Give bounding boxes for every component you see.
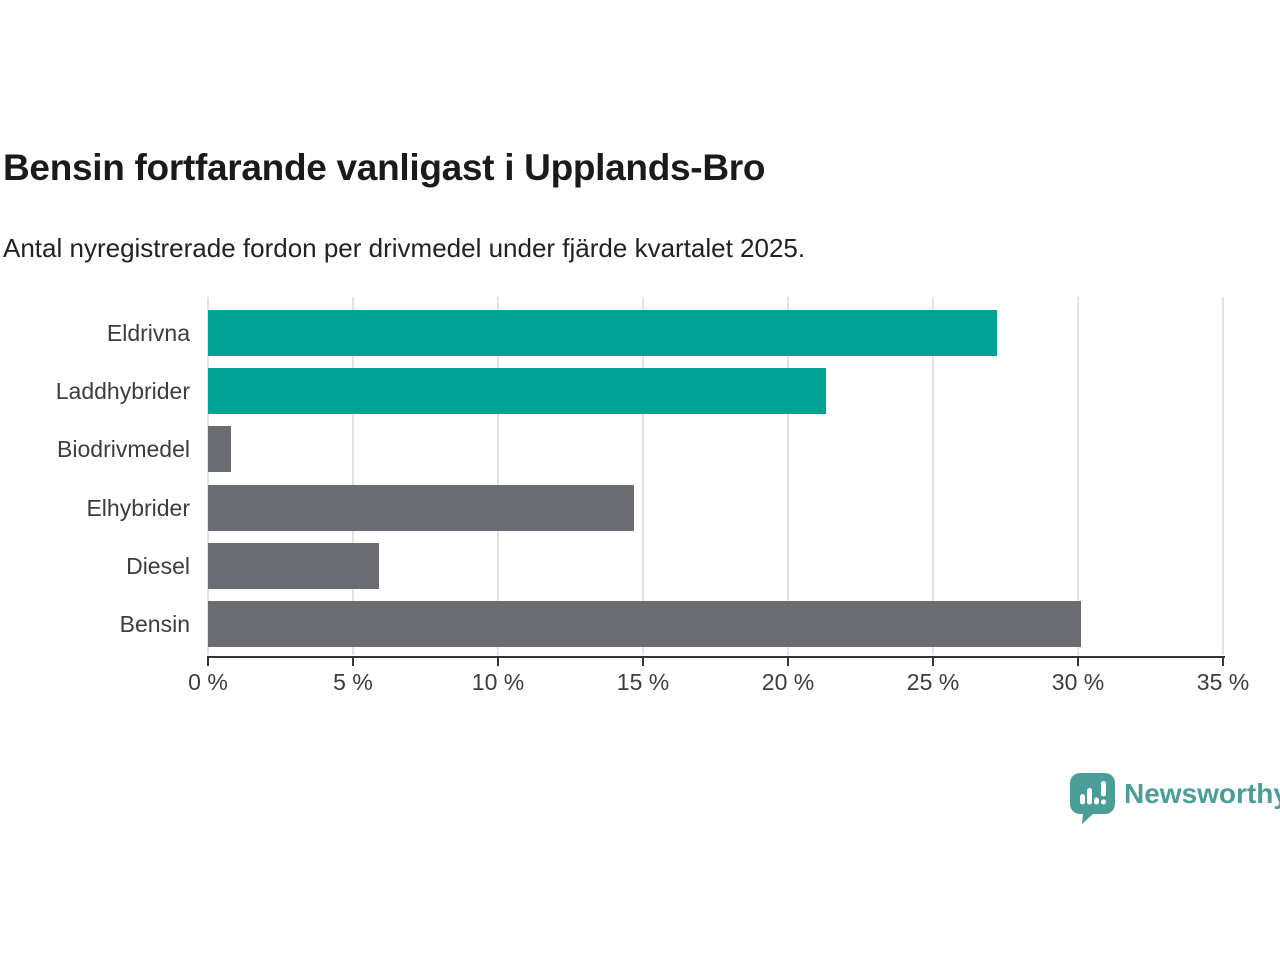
x-axis-tick-label: 15 % xyxy=(616,669,670,695)
category-label: Bensin xyxy=(119,611,190,637)
chart-row: Diesel xyxy=(0,543,1280,589)
gridline xyxy=(932,297,934,655)
newsworthy-logo-icon xyxy=(1070,773,1115,824)
x-axis-tick xyxy=(642,658,644,666)
category-label: Biodrivmedel xyxy=(57,436,190,462)
category-label: Laddhybrider xyxy=(55,378,190,404)
x-axis-tick-label: 0 % xyxy=(188,669,228,695)
logo-bar-3 xyxy=(1094,797,1099,805)
gridline xyxy=(787,297,789,655)
logo-bar-1 xyxy=(1080,794,1085,805)
x-axis-tick-label: 35 % xyxy=(1196,669,1250,695)
bar-elhybrider xyxy=(208,485,635,531)
x-axis-tick xyxy=(207,658,209,666)
x-axis-tick xyxy=(932,658,934,666)
gridline xyxy=(352,297,354,655)
bar-biodrivmedel xyxy=(208,426,232,472)
chart-row: Elhybrider xyxy=(0,485,1280,531)
x-axis-tick xyxy=(787,658,789,666)
logo-exclamation-line xyxy=(1101,781,1106,797)
gridline xyxy=(497,297,499,655)
chart-subtitle: Antal nyregistrerade fordon per drivmede… xyxy=(3,233,806,263)
gridline xyxy=(642,297,644,655)
category-label: Diesel xyxy=(126,553,190,579)
x-axis-line xyxy=(207,656,1225,658)
logo-exclamation-dot xyxy=(1101,799,1106,805)
gridline xyxy=(207,297,209,655)
x-axis-tick xyxy=(497,658,499,666)
x-axis-tick xyxy=(1077,658,1079,666)
x-axis-tick-label: 20 % xyxy=(761,669,815,695)
chart-row: Bensin xyxy=(0,601,1280,647)
gridline xyxy=(1077,297,1079,655)
category-label: Elhybrider xyxy=(86,495,190,521)
x-axis-tick xyxy=(352,658,354,666)
x-axis-tick-label: 10 % xyxy=(471,669,525,695)
chart-title: Bensin fortfarande vanligast i Upplands-… xyxy=(3,147,766,188)
x-axis-tick-label: 5 % xyxy=(333,669,373,695)
x-axis-tick-label: 30 % xyxy=(1051,669,1105,695)
bar-eldrivna xyxy=(208,310,997,356)
category-label: Eldrivna xyxy=(106,320,190,346)
chart-row: Eldrivna xyxy=(0,310,1280,356)
bar-chart: Eldrivna Laddhybrider Biodrivmedel Elhybrid… xyxy=(0,297,1280,707)
chart-row: Laddhybrider xyxy=(0,368,1280,414)
newsworthy-logo: Newsworthy xyxy=(1070,773,1280,824)
x-axis-tick xyxy=(1222,658,1224,666)
newsworthy-logo-text: Newsworthy xyxy=(1124,778,1280,809)
bar-diesel xyxy=(208,543,380,589)
gridline xyxy=(1222,297,1224,655)
logo-bar-2 xyxy=(1087,788,1092,805)
bar-bensin xyxy=(208,601,1081,647)
x-axis-tick-label: 25 % xyxy=(906,669,960,695)
bar-laddhybrider xyxy=(208,368,826,414)
chart-row: Biodrivmedel xyxy=(0,426,1280,472)
